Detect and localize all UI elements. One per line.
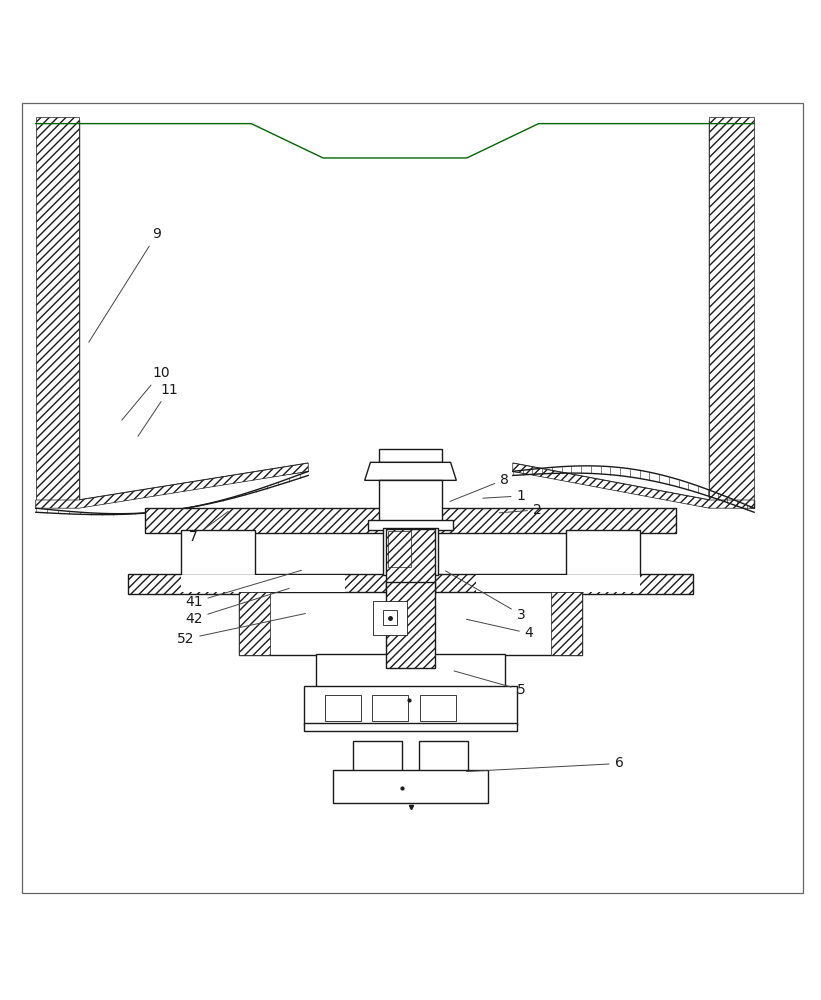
Text: 52: 52 xyxy=(177,613,305,646)
Polygon shape xyxy=(181,575,345,592)
Polygon shape xyxy=(513,463,754,508)
Text: 10: 10 xyxy=(122,366,170,420)
Polygon shape xyxy=(128,574,693,594)
Polygon shape xyxy=(386,529,435,594)
Polygon shape xyxy=(239,592,270,655)
Polygon shape xyxy=(379,449,442,462)
Text: 4: 4 xyxy=(466,619,534,640)
Polygon shape xyxy=(372,695,408,721)
Polygon shape xyxy=(420,695,456,721)
Polygon shape xyxy=(239,592,582,655)
Polygon shape xyxy=(379,480,442,523)
Text: 6: 6 xyxy=(466,756,624,772)
Polygon shape xyxy=(566,530,640,575)
Polygon shape xyxy=(368,520,453,530)
Polygon shape xyxy=(353,741,402,772)
Polygon shape xyxy=(36,463,308,508)
Polygon shape xyxy=(333,770,488,803)
Polygon shape xyxy=(304,686,517,725)
Polygon shape xyxy=(709,117,754,500)
Polygon shape xyxy=(304,723,517,731)
Polygon shape xyxy=(144,508,677,533)
Polygon shape xyxy=(551,592,582,655)
Text: 8: 8 xyxy=(450,473,509,501)
Polygon shape xyxy=(386,582,435,668)
Polygon shape xyxy=(476,575,640,592)
Polygon shape xyxy=(388,531,410,567)
Polygon shape xyxy=(365,462,456,480)
Text: 42: 42 xyxy=(185,588,289,626)
Polygon shape xyxy=(383,528,438,575)
Text: 9: 9 xyxy=(89,227,161,342)
Text: 7: 7 xyxy=(190,511,228,544)
Polygon shape xyxy=(419,741,468,772)
Text: 2: 2 xyxy=(499,503,542,517)
Polygon shape xyxy=(181,530,255,575)
Polygon shape xyxy=(316,654,505,688)
Polygon shape xyxy=(383,610,397,625)
Polygon shape xyxy=(36,117,79,500)
Text: 5: 5 xyxy=(454,671,525,697)
Text: 41: 41 xyxy=(185,570,301,609)
Text: 3: 3 xyxy=(446,571,525,622)
Text: 11: 11 xyxy=(138,383,178,436)
Polygon shape xyxy=(373,601,407,635)
Text: 1: 1 xyxy=(483,489,525,503)
Polygon shape xyxy=(22,103,803,893)
Polygon shape xyxy=(324,695,360,721)
